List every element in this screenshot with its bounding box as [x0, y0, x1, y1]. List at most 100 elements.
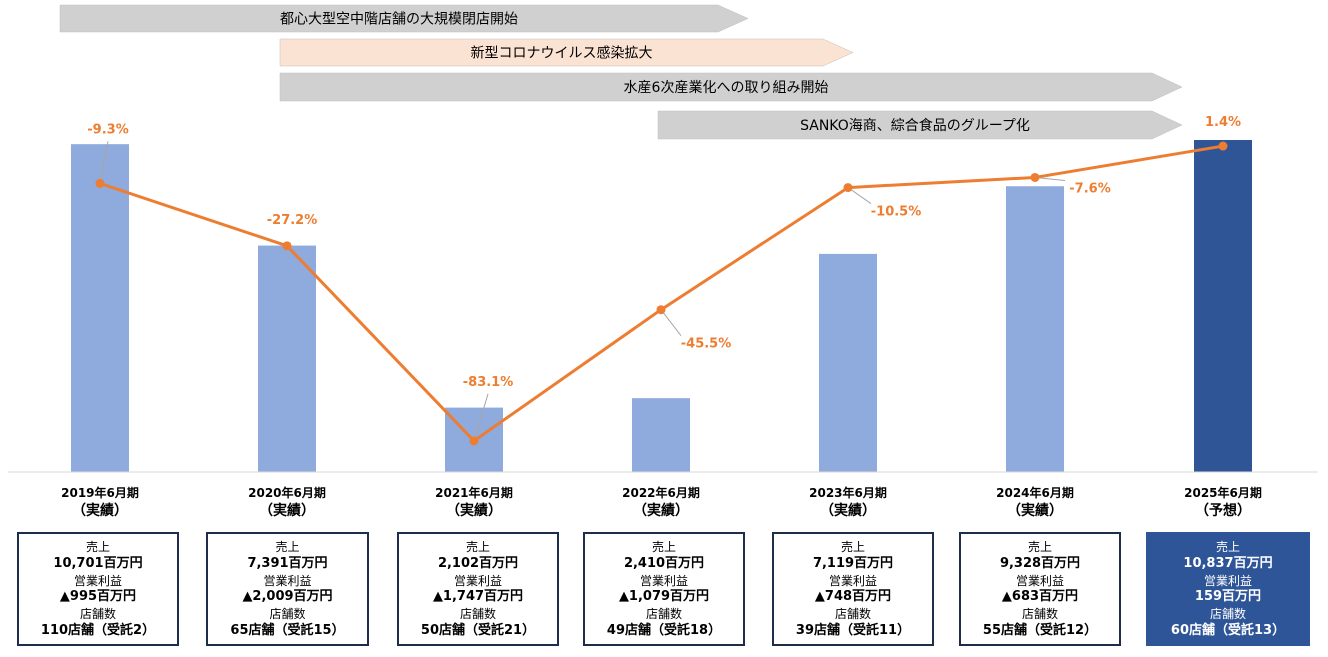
stores-label: 店舗数 — [1209, 607, 1246, 622]
rate-line: -9.3% -27.2% -83.1% -45.5% -10.5% -7.6% 1.4% — [87, 115, 1241, 446]
rate-point — [469, 436, 479, 446]
rate-data-label: 1.4% — [1205, 115, 1241, 130]
sales-bar — [1194, 139, 1252, 473]
stores-value: 55店舗（受託12） — [982, 622, 1098, 638]
operating-profit-value: ▲995百万円 — [59, 589, 137, 605]
operating-profit-label: 営業利益 — [453, 573, 502, 588]
rate-label-leader — [1034, 176, 1066, 181]
rate-label-leader — [99, 141, 109, 184]
stores-label: 店舗数 — [1021, 607, 1058, 622]
fiscal-period: 2024年6月期 — [996, 486, 1074, 500]
timeline-banner-arrow — [59, 4, 749, 33]
period-kind: （実績） — [72, 503, 128, 519]
stores-label: 店舗数 — [459, 607, 496, 622]
stores-value: 49店舗（受託18） — [606, 622, 722, 638]
fiscal-period: 2021年6月期 — [435, 486, 513, 500]
sales-label: 売上 — [465, 540, 490, 554]
operating-profit-value: ▲1,747百万円 — [432, 589, 524, 605]
operating-profit-label: 営業利益 — [1203, 573, 1252, 588]
stores-value: 39店舗（受託11） — [795, 622, 911, 638]
sales-bars — [71, 139, 1252, 473]
rate-data-label: -83.1% — [463, 375, 514, 390]
timeline-banner-arrow — [279, 72, 1183, 102]
timeline-banners: 都心大型空中階店舗の大規模閉店開始新型コロナウイルス感染拡大水産6次産業化への取… — [59, 4, 1183, 140]
operating-profit-value: ▲1,079百万円 — [618, 589, 710, 605]
operating-profit-value: ▲748百万円 — [814, 589, 892, 605]
rate-point — [95, 178, 105, 188]
rate-point — [1030, 172, 1040, 182]
timeline-banner-arrow — [279, 38, 854, 67]
sales-label: 売上 — [840, 540, 865, 554]
operating-profit-label: 営業利益 — [263, 573, 312, 588]
stores-label: 店舗数 — [834, 607, 871, 622]
operating-profit-label: 営業利益 — [828, 573, 877, 588]
timeline-banner-arrow — [657, 110, 1183, 140]
operating-profit-value: 159百万円 — [1194, 589, 1262, 605]
operating-profit-label: 営業利益 — [1015, 573, 1064, 588]
sales-label: 売上 — [1215, 540, 1240, 554]
fiscal-period: 2020年6月期 — [248, 486, 326, 500]
fiscal-period: 2019年6月期 — [61, 486, 139, 500]
sales-label: 売上 — [1027, 540, 1052, 554]
sales-bar — [819, 253, 877, 472]
period-kind: （実績） — [1007, 503, 1063, 519]
stores-label: 店舗数 — [269, 607, 306, 622]
rate-label-leader — [847, 187, 872, 204]
operating-profit-value: ▲683百万円 — [1001, 589, 1079, 605]
stores-value: 60店舗（受託13） — [1170, 622, 1286, 638]
sales-label: 売上 — [275, 540, 300, 554]
rate-data-label: -7.6% — [1069, 181, 1110, 196]
sales-value: 7,119百万円 — [812, 555, 894, 571]
category-label: 2020年6月期 （実績） — [217, 486, 357, 521]
rate-label-leader — [473, 393, 489, 442]
sales-value: 2,102百万円 — [437, 555, 519, 571]
summary-box: 売上 10,701百万円 営業利益 ▲995百万円 店舗数 110店舗（受託2） — [17, 532, 179, 646]
timeline-banner-label: SANKO海商、綜合食品のグループ化 — [800, 117, 1030, 134]
rate-point — [282, 241, 292, 251]
rate-data-label: -10.5% — [871, 205, 922, 220]
summary-box: 売上 2,410百万円 営業利益 ▲1,079百万円 店舗数 49店舗（受託18） — [583, 532, 745, 646]
timeline-banner-label: 水産6次産業化への取り組み開始 — [624, 80, 829, 96]
period-kind: （実績） — [259, 503, 315, 519]
summary-box: 売上 10,837百万円 営業利益 159百万円 店舗数 60店舗（受託13） — [1146, 532, 1310, 646]
fiscal-period: 2023年6月期 — [809, 486, 887, 500]
rate-data-label: -27.2% — [267, 213, 318, 228]
timeline-banner-label: 都心大型空中階店舗の大規模閉店開始 — [280, 12, 518, 28]
period-kind: （実績） — [633, 503, 689, 519]
stores-value: 50店舗（受託21） — [420, 622, 536, 638]
category-label: 2022年6月期 （実績） — [591, 486, 731, 521]
sales-bar — [1006, 186, 1064, 472]
operating-profit-label: 営業利益 — [73, 573, 122, 588]
rate-point — [656, 305, 666, 315]
sales-value: 2,410百万円 — [623, 555, 705, 571]
sales-value: 7,391百万円 — [247, 555, 328, 571]
rate-point — [843, 183, 853, 193]
category-label: 2023年6月期 （実績） — [778, 486, 918, 521]
sales-value: 10,837百万円 — [1183, 555, 1273, 571]
period-kind: （予想） — [1195, 503, 1251, 519]
sales-label: 売上 — [651, 540, 676, 554]
fiscal-period: 2022年6月期 — [622, 486, 700, 500]
fiscal-period: 2025年6月期 — [1184, 486, 1262, 500]
period-kind: （実績） — [446, 503, 502, 519]
category-label: 2019年6月期 （実績） — [30, 486, 170, 521]
stores-label: 店舗数 — [79, 607, 116, 622]
sales-value: 9,328百万円 — [999, 555, 1081, 571]
timeline-banner-label: 新型コロナウイルス感染拡大 — [471, 45, 653, 62]
sales-bar — [632, 398, 690, 472]
summary-box: 売上 7,119百万円 営業利益 ▲748百万円 店舗数 39店舗（受託11） — [772, 532, 934, 646]
rate-data-label: -9.3% — [87, 122, 128, 137]
rate-label-leader — [660, 309, 682, 337]
sales-value: 10,701百万円 — [53, 555, 143, 571]
stores-label: 店舗数 — [645, 607, 682, 622]
summary-box: 売上 7,391百万円 営業利益 ▲2,009百万円 店舗数 65店舗（受託15） — [206, 532, 369, 646]
stores-value: 65店舗（受託15） — [230, 622, 345, 638]
sales-label: 売上 — [85, 540, 110, 554]
rate-data-label: -45.5% — [681, 337, 732, 352]
category-label: 2025年6月期 （予想） — [1153, 486, 1293, 521]
category-label: 2021年6月期 （実績） — [404, 486, 544, 521]
rate-point — [1218, 141, 1228, 151]
sales-bar — [71, 144, 129, 472]
sales-bar — [258, 245, 316, 472]
